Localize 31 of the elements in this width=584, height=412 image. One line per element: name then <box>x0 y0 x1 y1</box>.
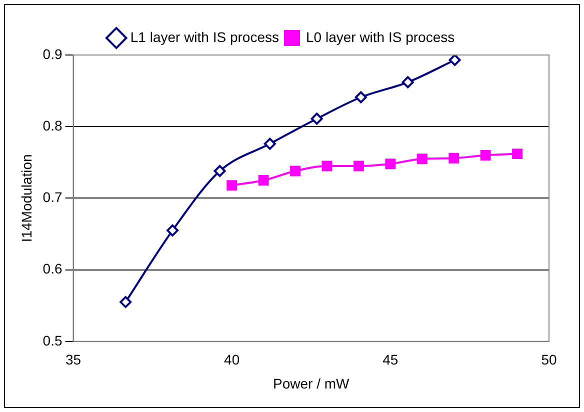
x-axis-title: Power / mW <box>273 375 350 392</box>
point <box>402 76 414 88</box>
point <box>416 154 428 164</box>
point <box>166 224 179 236</box>
point <box>258 175 269 186</box>
y-tick-label: 0.8 <box>42 117 62 134</box>
point <box>385 158 396 170</box>
point <box>322 160 332 172</box>
x-tick-label: 40 <box>224 352 240 368</box>
y-tick-label: 0.6 <box>42 260 62 277</box>
point <box>264 138 276 150</box>
y-axis-title: I14Modulation <box>18 154 34 242</box>
point <box>226 180 238 191</box>
x-tick-label: 45 <box>382 352 398 368</box>
legend-label: L0 layer with IS process <box>306 28 455 45</box>
point <box>512 148 523 160</box>
point <box>310 112 323 125</box>
point <box>480 150 491 160</box>
point <box>448 152 460 164</box>
point <box>120 296 132 308</box>
point <box>354 91 367 104</box>
x-tick-label: 50 <box>541 352 557 368</box>
point <box>214 164 226 177</box>
y-tick-label: 0.7 <box>42 189 62 206</box>
x-tick-label: 35 <box>65 352 82 368</box>
point <box>448 55 461 66</box>
y-tick-label: 0.9 <box>42 46 62 62</box>
point <box>353 160 364 172</box>
legend-label: L1 layer with IS process <box>130 28 280 45</box>
point <box>290 166 301 176</box>
y-tick-label: 0.5 <box>42 332 62 348</box>
